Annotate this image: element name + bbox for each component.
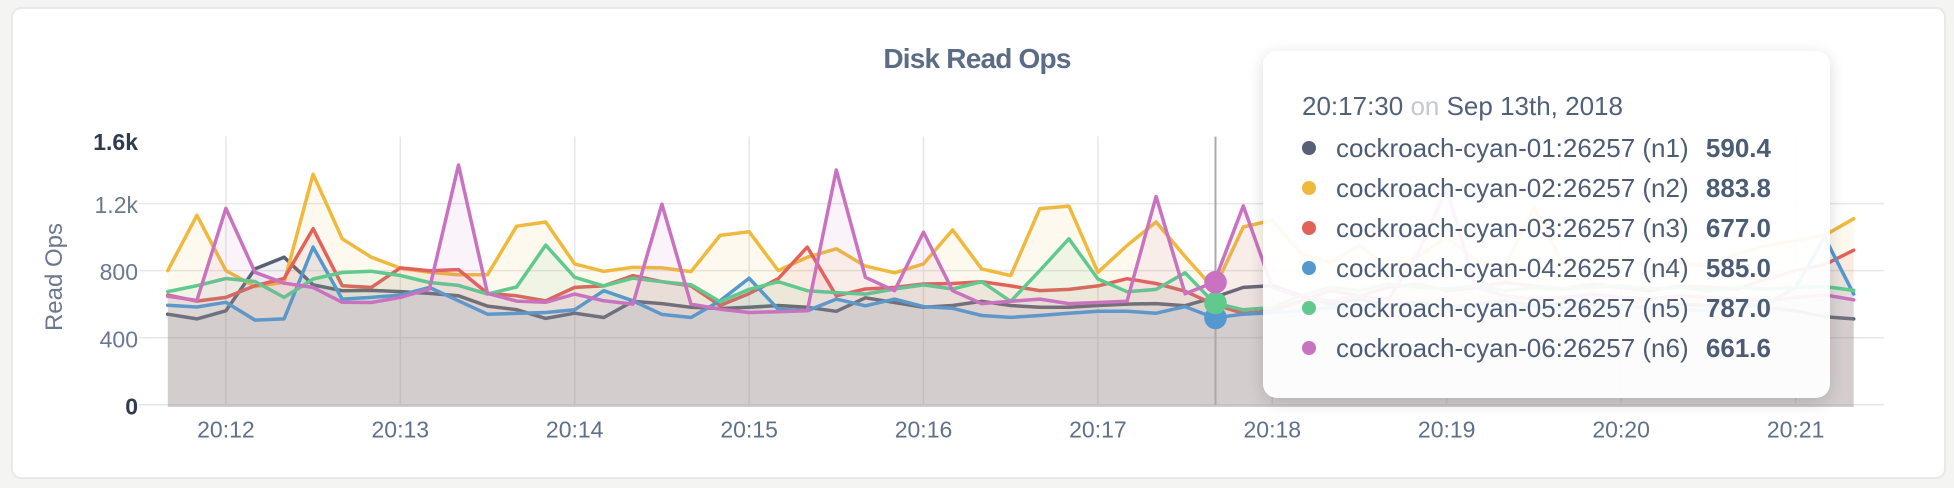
svg-text:20:16: 20:16 xyxy=(895,417,953,443)
svg-text:20:17: 20:17 xyxy=(1069,417,1127,443)
svg-text:20:14: 20:14 xyxy=(546,417,604,443)
svg-text:20:18: 20:18 xyxy=(1244,417,1302,443)
svg-text:20:13: 20:13 xyxy=(372,417,430,443)
svg-text:20:20: 20:20 xyxy=(1592,417,1650,443)
svg-text:1.2k: 1.2k xyxy=(95,192,139,218)
svg-text:Read Ops: Read Ops xyxy=(41,223,68,331)
svg-text:800: 800 xyxy=(100,259,138,285)
svg-text:20:12: 20:12 xyxy=(197,417,255,443)
svg-text:20:15: 20:15 xyxy=(720,417,778,443)
svg-text:1.6k: 1.6k xyxy=(93,129,138,155)
svg-text:20:19: 20:19 xyxy=(1418,417,1476,443)
svg-text:20:21: 20:21 xyxy=(1767,417,1825,443)
svg-text:0: 0 xyxy=(125,393,138,419)
svg-text:400: 400 xyxy=(100,326,138,352)
